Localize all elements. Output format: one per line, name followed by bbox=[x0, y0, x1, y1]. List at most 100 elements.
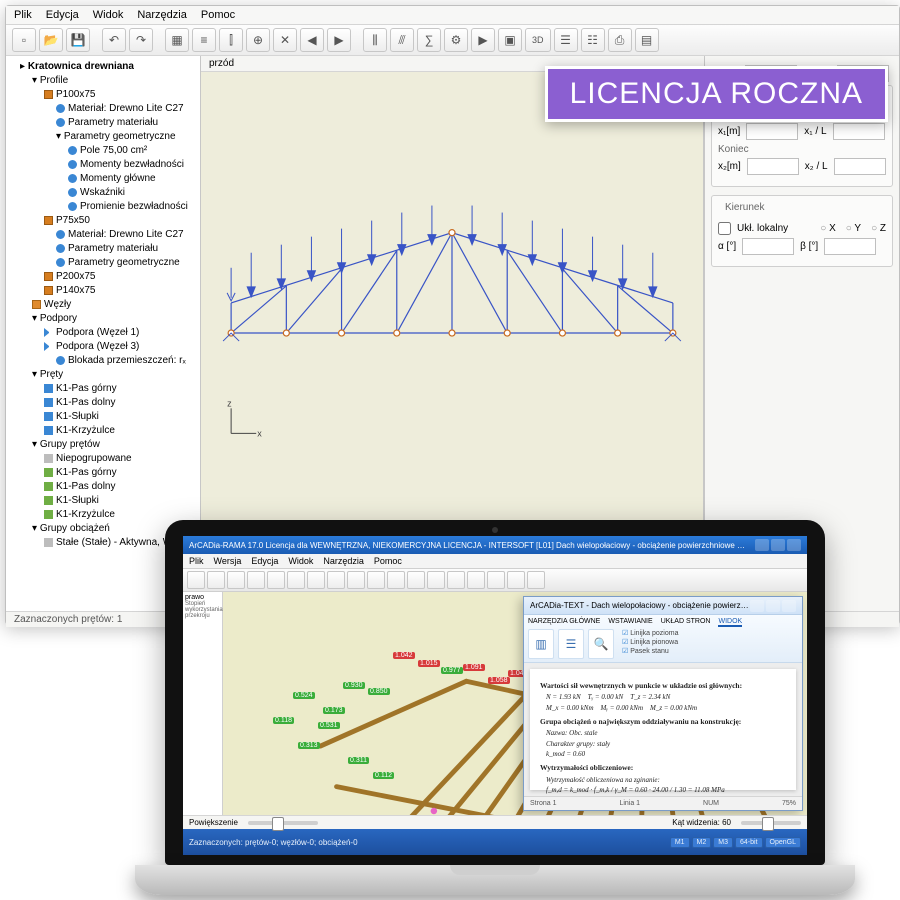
3d-icon[interactable]: 3D bbox=[525, 28, 551, 52]
tb3d-10[interactable] bbox=[367, 571, 385, 589]
menu3d-version[interactable]: Wersja bbox=[214, 556, 242, 566]
alpha-input[interactable] bbox=[742, 238, 794, 255]
zoom-icon[interactable]: 🔍 bbox=[588, 629, 614, 659]
max-icon[interactable] bbox=[771, 539, 785, 551]
mode-m1[interactable]: M1 bbox=[670, 837, 690, 848]
report-window: ArCADia-TEXT - Dach wielopołaciowy - obc… bbox=[523, 596, 803, 811]
tb3d-4[interactable] bbox=[247, 571, 265, 589]
toolbar: ▫ 📂 💾 ↶ ↷ ▦ ≡ ⫿ ⊕ ✕ ◀ ▶ ⫼ ⫻ ∑ ⚙ ▶ ▣ 3D ☰… bbox=[6, 25, 899, 56]
print-view-icon[interactable]: ▥ bbox=[528, 629, 554, 659]
ukl-check[interactable] bbox=[718, 222, 731, 235]
x2l-input[interactable] bbox=[834, 158, 886, 175]
rep-max-icon[interactable] bbox=[766, 600, 780, 612]
tab-tools[interactable]: NARZĘDZIA GŁÓWNE bbox=[528, 618, 600, 627]
sheet-icon[interactable]: ▤ bbox=[635, 28, 659, 52]
tb1-icon[interactable]: ⫼ bbox=[363, 28, 387, 52]
axis-y[interactable]: Y bbox=[846, 223, 861, 234]
menu3d-tools[interactable]: Narzędzia bbox=[323, 556, 364, 566]
menu3d-view[interactable]: Widok bbox=[288, 556, 313, 566]
svg-text:z: z bbox=[227, 398, 232, 408]
menu-view[interactable]: Widok bbox=[93, 9, 124, 21]
utilisation-tag: 1.058 bbox=[488, 677, 510, 684]
tb3d-1[interactable] bbox=[187, 571, 205, 589]
utilisation-tag: 0.112 bbox=[373, 772, 394, 779]
list-icon[interactable]: ☷ bbox=[581, 28, 605, 52]
utilisation-tag: 0.524 bbox=[293, 692, 315, 699]
tab-view[interactable]: WIDOK bbox=[718, 618, 742, 627]
tb3d-3[interactable] bbox=[227, 571, 245, 589]
beta-input[interactable] bbox=[824, 238, 876, 255]
x1m-input[interactable] bbox=[746, 123, 798, 140]
menu-help[interactable]: Pomoc bbox=[201, 9, 235, 21]
tree-3d[interactable]: prawo Stopień wykorzystania przekroju bbox=[183, 592, 223, 815]
angle3d-slider[interactable] bbox=[741, 821, 801, 825]
tb3d-2[interactable] bbox=[207, 571, 225, 589]
mode-m3[interactable]: M3 bbox=[713, 837, 733, 848]
report-icon[interactable]: ☰ bbox=[554, 28, 578, 52]
menu3d-file[interactable]: Plik bbox=[189, 556, 204, 566]
menu-file[interactable]: Plik bbox=[14, 9, 32, 21]
undo-icon[interactable]: ↶ bbox=[102, 28, 126, 52]
truss-diagram: [] bbox=[201, 72, 703, 474]
report-title: ArCADia-TEXT - Dach wielopołaciowy - obc… bbox=[530, 601, 750, 610]
grid-icon[interactable]: ▦ bbox=[165, 28, 189, 52]
tab-insert[interactable]: WSTAWIANIE bbox=[608, 618, 652, 627]
mode-m2[interactable]: M2 bbox=[692, 837, 712, 848]
canvas-2d[interactable]: [] bbox=[201, 72, 704, 586]
right-icon[interactable]: ▶ bbox=[327, 28, 351, 52]
new-icon[interactable]: ▫ bbox=[12, 28, 36, 52]
tb3d-14[interactable] bbox=[447, 571, 465, 589]
menu-edit[interactable]: Edycja bbox=[46, 9, 79, 21]
redo-icon[interactable]: ↷ bbox=[129, 28, 153, 52]
utilisation-tag: 0.313 bbox=[298, 742, 320, 749]
utilisation-tag: 1.091 bbox=[463, 664, 485, 671]
tb3d-8[interactable] bbox=[327, 571, 345, 589]
statusbar-3d: Zaznaczonych: prętów-0; węzłów-0; obciąż… bbox=[183, 829, 807, 855]
license-badge: LICENCJA ROCZNA bbox=[545, 66, 888, 122]
chk-vruler[interactable]: Linijka pionowa bbox=[622, 638, 678, 646]
draft-view-icon[interactable]: ☰ bbox=[558, 629, 584, 659]
menu-tools[interactable]: Narzędzia bbox=[137, 9, 187, 21]
menu3d-edit[interactable]: Edycja bbox=[251, 556, 278, 566]
axis-x[interactable]: X bbox=[820, 223, 836, 234]
frame-icon[interactable]: ▣ bbox=[498, 28, 522, 52]
tab-layout[interactable]: UKŁAD STRON bbox=[661, 618, 711, 627]
tb3d-12[interactable] bbox=[407, 571, 425, 589]
min-icon[interactable] bbox=[755, 539, 769, 551]
tb3d-11[interactable] bbox=[387, 571, 405, 589]
menu3d-help[interactable]: Pomoc bbox=[374, 556, 402, 566]
close3d-icon[interactable] bbox=[787, 539, 801, 551]
tb3d-6[interactable] bbox=[287, 571, 305, 589]
mode-64bit[interactable]: 64-bit bbox=[735, 837, 763, 848]
close-icon[interactable]: ✕ bbox=[273, 28, 297, 52]
tb3d-9[interactable] bbox=[347, 571, 365, 589]
tb3d-18[interactable] bbox=[527, 571, 545, 589]
zoom3d-slider[interactable] bbox=[248, 821, 318, 825]
tb3d-17[interactable] bbox=[507, 571, 525, 589]
tb3d-16[interactable] bbox=[487, 571, 505, 589]
run-icon[interactable]: ▶ bbox=[471, 28, 495, 52]
mode-opengl[interactable]: OpenGL bbox=[765, 837, 801, 848]
open-icon[interactable]: 📂 bbox=[39, 28, 63, 52]
save-icon[interactable]: 💾 bbox=[66, 28, 90, 52]
chk-hruler[interactable]: Linijka pozioma bbox=[622, 629, 678, 637]
tb3d-13[interactable] bbox=[427, 571, 445, 589]
x2m-input[interactable] bbox=[747, 158, 799, 175]
rep-close-icon[interactable] bbox=[782, 600, 796, 612]
axis-z[interactable]: Z bbox=[871, 223, 886, 234]
canvas-3d[interactable]: z y x 1.0421.0150.9771.0910.9300.8500.17… bbox=[223, 592, 807, 815]
chk-status[interactable]: Pasek stanu bbox=[622, 647, 678, 655]
tb2-icon[interactable]: ⫻ bbox=[390, 28, 414, 52]
chart-icon[interactable]: ⫿ bbox=[219, 28, 243, 52]
tb3d-15[interactable] bbox=[467, 571, 485, 589]
print-icon[interactable]: ⎙ bbox=[608, 28, 632, 52]
rep-min-icon[interactable] bbox=[750, 600, 764, 612]
gear-icon[interactable]: ⚙ bbox=[444, 28, 468, 52]
bars-icon[interactable]: ≡ bbox=[192, 28, 216, 52]
x1l-input[interactable] bbox=[833, 123, 885, 140]
tb3d-7[interactable] bbox=[307, 571, 325, 589]
left-icon[interactable]: ◀ bbox=[300, 28, 324, 52]
calc-icon[interactable]: ∑ bbox=[417, 28, 441, 52]
tb3d-5[interactable] bbox=[267, 571, 285, 589]
compass-icon[interactable]: ⊕ bbox=[246, 28, 270, 52]
